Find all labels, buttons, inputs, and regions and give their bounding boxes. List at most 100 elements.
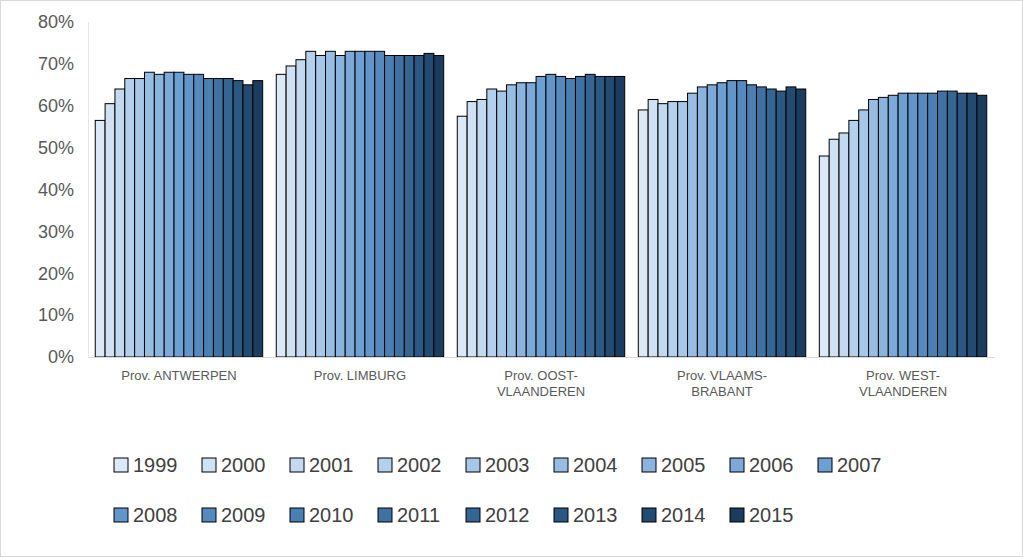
bar: [194, 74, 204, 357]
legend-item: 2010: [290, 504, 354, 526]
y-tick: 60%: [38, 96, 88, 116]
series: [204, 56, 938, 358]
bar: [928, 93, 938, 357]
bar: [977, 95, 987, 357]
y-tick-label: 20%: [38, 264, 74, 284]
legend-item: 2002: [378, 454, 442, 476]
legend-label: 2014: [661, 504, 706, 526]
series: [154, 56, 888, 358]
x-tick: Prov. LIMBURG: [314, 357, 406, 383]
y-tick-label: 30%: [38, 222, 74, 242]
legend-label: 2015: [749, 504, 794, 526]
legend-item: 2008: [114, 504, 178, 526]
series: [243, 53, 977, 357]
bar: [174, 72, 184, 357]
bar: [385, 56, 395, 358]
bar: [526, 83, 536, 357]
x-tick-label-line: Prov. WEST-: [866, 368, 940, 383]
series: [184, 51, 918, 357]
bar: [154, 74, 164, 357]
x-tick: Prov. OOST-VLAANDEREN: [497, 357, 585, 399]
legend-swatch: [554, 458, 568, 472]
legend-swatch: [818, 458, 832, 472]
legend-item: 2004: [554, 454, 618, 476]
bar: [105, 104, 115, 357]
bar: [859, 110, 869, 357]
bar: [184, 74, 194, 357]
legend-item: 2015: [730, 504, 794, 526]
y-tick: 10%: [38, 305, 88, 325]
bar: [737, 81, 747, 357]
legend-item: 2005: [642, 454, 706, 476]
bar: [849, 120, 859, 357]
y-tick-label: 60%: [38, 96, 74, 116]
legend-item: 2006: [730, 454, 794, 476]
bar: [747, 85, 757, 357]
legend-swatch: [642, 508, 656, 522]
x-axis: Prov. ANTWERPENProv. LIMBURGProv. OOST-V…: [89, 357, 995, 399]
bar: [507, 85, 517, 357]
y-tick: 50%: [38, 138, 88, 158]
y-tick: 70%: [38, 54, 88, 74]
legend-swatch: [202, 508, 216, 522]
bar: [819, 156, 829, 357]
bar: [786, 87, 796, 357]
x-axis-line: [89, 357, 995, 358]
x-tick-label: Prov. OOST-VLAANDEREN: [497, 368, 585, 399]
y-tick-label: 40%: [38, 180, 74, 200]
series: [135, 56, 869, 358]
legend-item: 2000: [202, 454, 266, 476]
bar: [164, 72, 174, 357]
legend-label: 2000: [221, 454, 266, 476]
x-tick: Prov. WEST-VLAANDEREN: [859, 357, 947, 399]
bar: [326, 51, 336, 357]
bar: [648, 99, 658, 357]
y-tick-label: 80%: [38, 12, 74, 32]
legend-item: 2013: [554, 504, 618, 526]
legend-item: 2011: [378, 504, 440, 526]
y-tick: 40%: [38, 180, 88, 200]
bar: [516, 83, 526, 357]
bar: [457, 116, 467, 357]
bar: [296, 60, 306, 357]
bar: [888, 95, 898, 357]
y-tick: 80%: [38, 12, 88, 32]
series: [95, 74, 829, 357]
x-tick-label-line: BRABANT: [691, 384, 752, 399]
bar: [766, 89, 776, 357]
series: [144, 51, 878, 357]
y-tick-label: 10%: [38, 305, 74, 325]
legend-item: 2009: [202, 504, 266, 526]
bar: [575, 76, 585, 357]
bar: [839, 133, 849, 357]
bar: [204, 79, 214, 357]
legend-swatch: [378, 458, 392, 472]
bar: [394, 56, 404, 358]
bar: [615, 76, 625, 357]
bar: [306, 51, 316, 357]
bar: [345, 51, 355, 357]
legend-swatch: [114, 508, 128, 522]
y-tick: 20%: [38, 264, 88, 284]
y-tick: 0%: [48, 347, 88, 367]
bar: [477, 99, 487, 357]
bar: [688, 93, 698, 357]
series: [105, 66, 839, 357]
series: [164, 51, 898, 357]
legend-label: 2010: [309, 504, 354, 526]
legend-swatch: [290, 508, 304, 522]
y-axis: 0% 10% 20% 30% 40% 50% 60% 70% 80%: [38, 12, 89, 367]
series: [213, 56, 947, 358]
y-axis-line: [88, 23, 89, 358]
legend-item: 2007: [818, 454, 882, 476]
bar: [536, 76, 546, 357]
legend-swatch: [114, 458, 128, 472]
legend-label: 2013: [573, 504, 618, 526]
bar: [434, 56, 444, 358]
bar: [556, 76, 566, 357]
bar: [967, 93, 977, 357]
y-tick: 30%: [38, 222, 88, 242]
bar: [95, 120, 105, 357]
legend-swatch: [554, 508, 568, 522]
legend-item: 2014: [642, 504, 706, 526]
